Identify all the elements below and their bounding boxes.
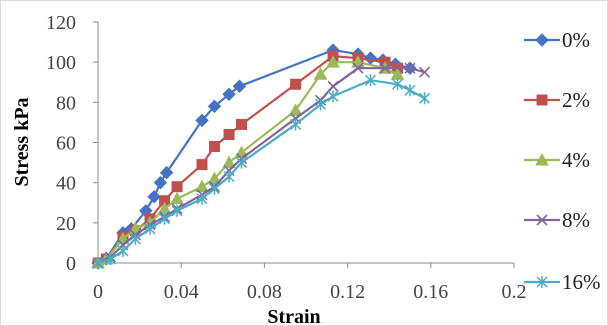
data-point (290, 78, 302, 90)
data-point (153, 175, 168, 190)
data-point (327, 80, 339, 92)
data-point (196, 192, 208, 205)
data-point (418, 66, 431, 78)
data-point (232, 79, 247, 93)
data-point (364, 74, 377, 87)
data-point (195, 179, 209, 193)
data-point (222, 87, 236, 102)
axes: 0 0.04 0.08 0.12 0.16 0.2 0 20 40 60 80 100 120 (46, 12, 527, 303)
x-tick-label: 0.08 (247, 281, 282, 303)
legend: 0% 2% 4% 8% 16% (524, 28, 601, 294)
marker-stroke (418, 66, 431, 78)
legend-item: 8% (524, 208, 590, 232)
data-point (352, 62, 364, 74)
data-point (404, 62, 416, 74)
data-point (159, 212, 171, 225)
marker-stroke (352, 62, 364, 74)
legend-swatch-marker (536, 214, 548, 226)
data-point (391, 78, 404, 91)
data-point (117, 244, 129, 257)
y-tick-label: 40 (56, 173, 76, 195)
data-point (223, 170, 235, 183)
data-point (171, 181, 183, 193)
legend-label: 4% (562, 148, 590, 172)
legend-swatch-marker (535, 33, 549, 47)
y-axis-title: Stress kPa (11, 97, 33, 186)
data-point (144, 222, 156, 235)
data-point (235, 156, 248, 169)
series-layer (91, 43, 431, 270)
y-tick-label: 120 (46, 12, 76, 34)
marker-stroke (404, 62, 416, 74)
x-axis-title: Strain (267, 306, 320, 326)
legend-item: 4% (524, 148, 590, 172)
x-tick-label: 0 (93, 281, 103, 303)
data-point (196, 159, 208, 171)
data-point (171, 204, 183, 217)
data-point (207, 99, 222, 114)
data-point (290, 118, 302, 131)
data-point (236, 118, 248, 130)
legend-swatch-marker (535, 152, 549, 166)
data-point (313, 67, 328, 80)
x-tick-label: 0.2 (502, 281, 527, 303)
legend-item: 2% (524, 88, 590, 112)
legend-swatch-marker (536, 276, 548, 288)
legend-label: 2% (562, 88, 590, 112)
x-tick-label: 0.16 (413, 281, 448, 303)
data-point (129, 232, 141, 245)
legend-label: 8% (562, 208, 590, 232)
data-point (315, 98, 327, 111)
legend-item: 0% (524, 28, 590, 52)
data-point (159, 165, 174, 180)
data-point (419, 92, 431, 105)
data-point (147, 190, 161, 204)
data-point (223, 128, 235, 140)
data-point (379, 62, 391, 74)
x-tick-label: 0.12 (330, 281, 365, 303)
series-4 (92, 74, 431, 269)
y-tick-label: 20 (56, 213, 76, 235)
data-point (208, 182, 221, 195)
legend-swatch-marker (536, 94, 548, 106)
y-tick-label: 80 (56, 92, 76, 114)
data-point (326, 55, 340, 68)
legend-label: 0% (562, 28, 590, 52)
marker-stroke (536, 214, 548, 226)
data-point (222, 155, 236, 169)
data-point (404, 84, 416, 97)
data-point (92, 257, 104, 269)
data-point (288, 103, 303, 116)
data-point (195, 113, 209, 128)
y-tick-label: 0 (66, 253, 76, 275)
legend-item: 16% (524, 270, 601, 294)
data-point (170, 191, 184, 205)
data-point (208, 141, 220, 153)
data-point (327, 90, 339, 103)
marker-stroke (379, 62, 391, 74)
data-point (104, 252, 117, 265)
y-tick-label: 60 (56, 133, 76, 155)
x-tick-label: 0.04 (164, 281, 199, 303)
y-tick-label: 100 (46, 52, 76, 74)
marker-stroke (327, 80, 339, 92)
legend-label: 16% (562, 270, 601, 294)
